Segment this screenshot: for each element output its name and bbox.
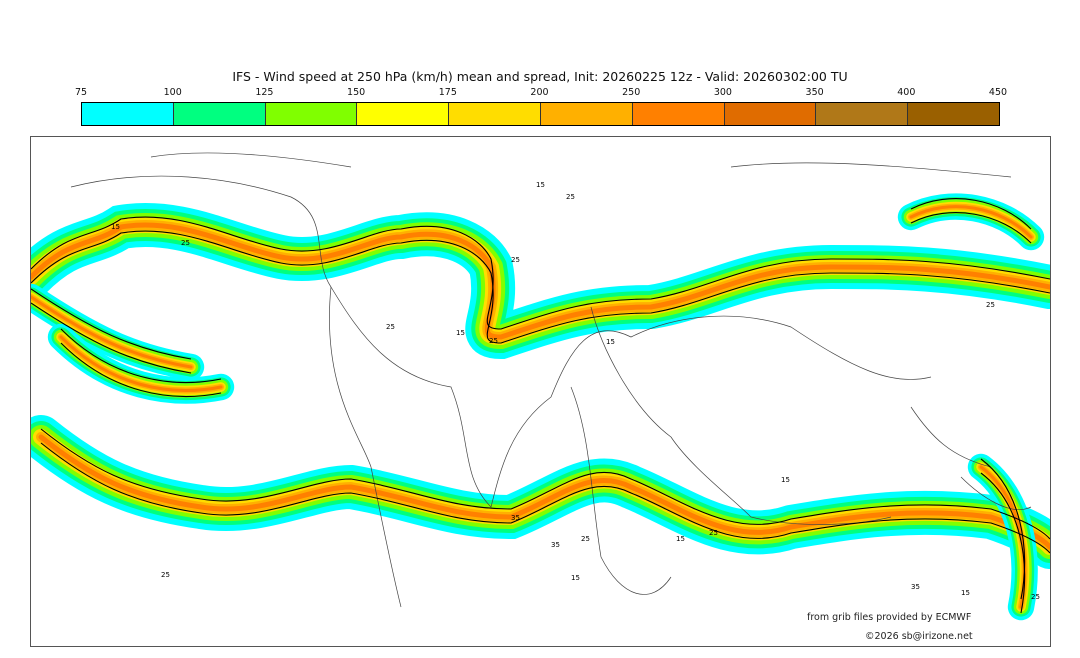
legend-swatch xyxy=(173,103,266,125)
contour-label: 15 xyxy=(456,329,465,337)
contour-line xyxy=(31,288,192,360)
contour-label: 25 xyxy=(489,337,498,345)
contour-label: 15 xyxy=(676,535,685,543)
contour-label: 35 xyxy=(511,514,520,522)
contour-line xyxy=(910,212,1032,244)
contour-line xyxy=(980,458,1026,600)
contour-label: 25 xyxy=(709,529,718,537)
contour-label: 25 xyxy=(161,571,170,579)
contour-label: 35 xyxy=(911,583,920,591)
map-canvas: 15 25 25 15 25 25 15 25 15 35 35 25 25 15 15 25 15 25 35 15… xyxy=(31,152,1050,621)
contour-line xyxy=(40,442,1050,554)
legend-swatch xyxy=(82,103,174,125)
jet-band xyxy=(38,434,1050,550)
legend-tick-label: 100 xyxy=(163,87,182,98)
contour-label: 15 xyxy=(606,338,615,346)
jet-band xyxy=(909,205,1033,239)
contour-label: 15 xyxy=(111,223,120,231)
contour-labels: 15 25 25 15 25 25 15 25 15 35 35 25 25 15 15 25 15 25 35 15… xyxy=(111,181,1040,601)
contour-label: 25 xyxy=(1031,593,1040,601)
contour-label: 15 xyxy=(961,589,970,597)
contour-line xyxy=(60,342,222,398)
legend-tick-label: 200 xyxy=(530,87,549,98)
contour-label: 25 xyxy=(566,193,575,201)
legend-tick-label: 75 xyxy=(74,87,88,98)
jet-band xyxy=(59,335,223,392)
wind-speed-map: 15 25 25 15 25 25 15 25 15 35 35 25 25 15 15 25 15 25 35 15… xyxy=(30,136,1051,647)
legend-tick-label: 350 xyxy=(805,87,824,98)
data-source-credit: from grib files provided by ECMWF xyxy=(807,612,972,623)
legend-swatch xyxy=(540,103,633,125)
legend-tick-label: 175 xyxy=(438,87,457,98)
legend-swatch xyxy=(449,103,541,125)
contour-line xyxy=(910,198,1032,230)
jet-stream-shading xyxy=(31,193,1050,621)
contour-label: 15 xyxy=(781,476,790,484)
legend-swatch xyxy=(357,103,450,125)
contour-label: 35 xyxy=(551,541,560,549)
jet-band xyxy=(979,465,1027,609)
legend-tick-label: 450 xyxy=(988,87,1008,98)
legend-swatch xyxy=(908,103,999,125)
contour-label: 15 xyxy=(536,181,545,189)
legend-tick-label: 150 xyxy=(347,87,366,98)
color-legend xyxy=(81,102,1000,126)
contour-label: 25 xyxy=(581,535,590,543)
legend-swatch xyxy=(816,103,909,125)
legend-tick-label: 125 xyxy=(255,87,274,98)
contour-label: 25 xyxy=(181,239,190,247)
legend-swatch xyxy=(724,103,817,125)
legend-swatch xyxy=(265,103,358,125)
contour-line xyxy=(31,302,192,374)
contour-label: 25 xyxy=(386,323,395,331)
legend-tick-label: 250 xyxy=(622,87,641,98)
contour-lines xyxy=(31,198,1050,614)
contour-label: 15 xyxy=(571,574,580,582)
contour-line xyxy=(60,328,222,384)
legend-tick-label: 300 xyxy=(713,87,732,98)
contour-line xyxy=(31,216,1050,330)
map-title: IFS - Wind speed at 250 hPa (km/h) mean … xyxy=(232,69,848,84)
coastlines xyxy=(70,152,1032,608)
contour-line xyxy=(40,428,1050,540)
contour-line xyxy=(980,472,1026,614)
legend-swatch xyxy=(632,103,725,125)
copyright-credit: ©2026 sb@irizone.net xyxy=(865,631,973,642)
contour-label: 25 xyxy=(511,256,520,264)
jet-band xyxy=(31,295,193,369)
contour-label: 25 xyxy=(986,301,995,309)
legend-tick-label: 400 xyxy=(897,87,916,98)
